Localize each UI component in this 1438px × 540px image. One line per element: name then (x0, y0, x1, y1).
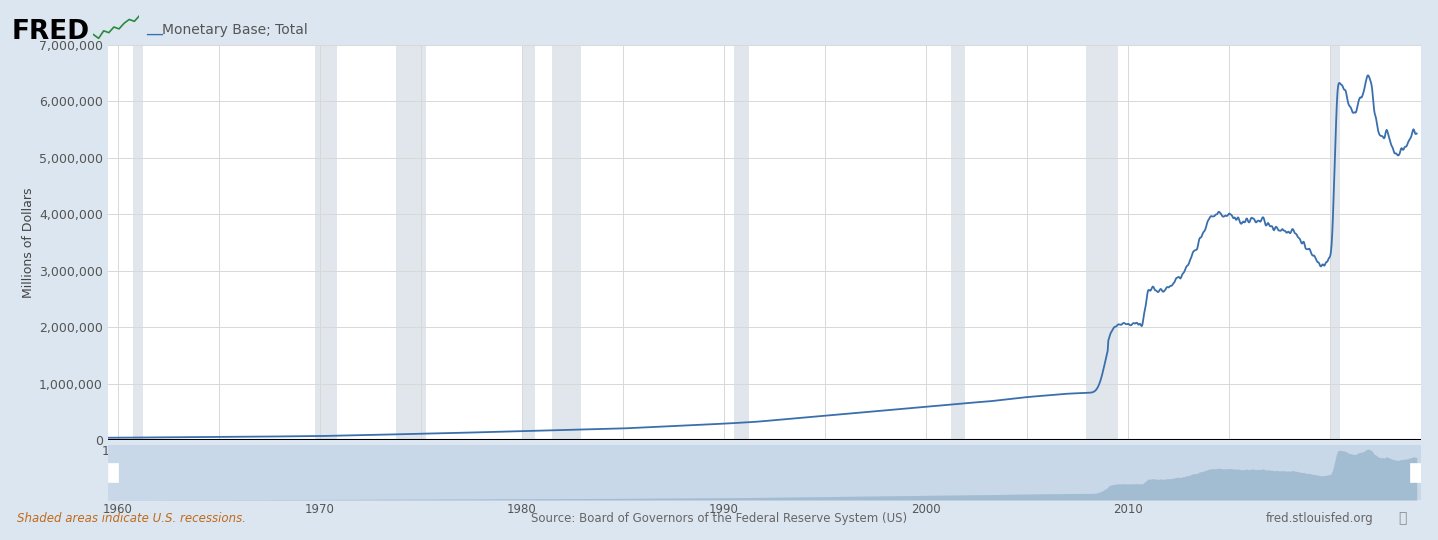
Text: —: — (145, 24, 164, 42)
Bar (395, 45, 426, 440)
Text: ⤢: ⤢ (1398, 511, 1406, 525)
Bar (1330, 45, 1340, 440)
Bar (522, 45, 535, 440)
Text: Source: Board of Governors of the Federal Reserve System (US): Source: Board of Governors of the Federa… (531, 512, 907, 525)
Text: Monetary Base; Total: Monetary Base; Total (162, 23, 308, 37)
Bar (315, 45, 336, 440)
Text: Shaded areas indicate U.S. recessions.: Shaded areas indicate U.S. recessions. (17, 512, 246, 525)
Bar (108, 463, 118, 482)
Y-axis label: Millions of Dollars: Millions of Dollars (22, 187, 35, 298)
Bar (1086, 45, 1117, 440)
Bar (1411, 463, 1421, 482)
Bar (134, 45, 144, 440)
Bar (552, 45, 581, 440)
Text: fred.stlouisfed.org: fred.stlouisfed.org (1265, 512, 1373, 525)
Text: FRED: FRED (12, 19, 89, 45)
Bar (733, 45, 749, 440)
Bar (951, 45, 965, 440)
